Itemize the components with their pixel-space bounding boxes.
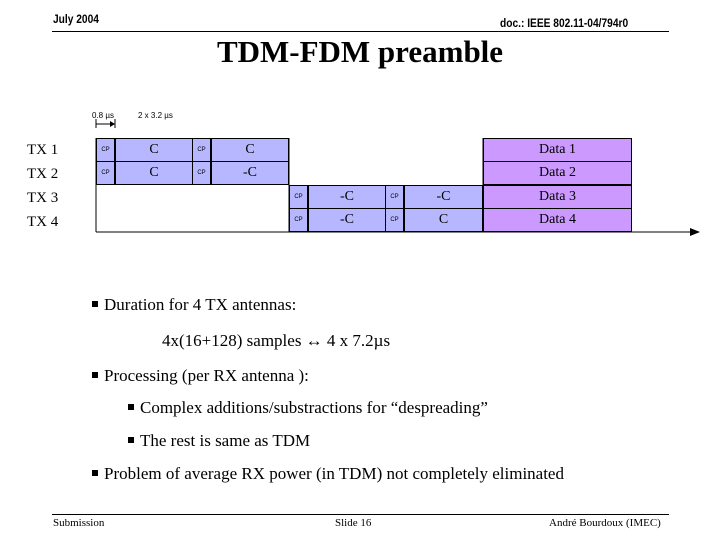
tx-label-3: TX 3 xyxy=(27,190,59,206)
bullet-rx-power-text: Problem of average RX power (in TDM) not… xyxy=(104,464,564,483)
header-doc-id: doc.: IEEE 802.11-04/794r0 xyxy=(500,16,629,30)
bullet-marker xyxy=(92,372,98,379)
bullet-marker xyxy=(128,404,134,411)
header-date: July 2004 xyxy=(53,12,99,26)
row4-sym2: C xyxy=(404,208,483,232)
row2-sym2: -C xyxy=(211,161,289,185)
bullet-rx-power: Problem of average RX power (in TDM) not… xyxy=(92,464,564,484)
row3-sym1: -C xyxy=(308,185,386,209)
row1-data: Data 1 xyxy=(483,138,632,162)
tx-label-1: TX 1 xyxy=(27,142,59,158)
symbol-duration-label: 2 x 3.2 µs xyxy=(138,111,173,120)
row2-sym1: C xyxy=(115,161,193,185)
bullet-duration: Duration for 4 TX antennas: xyxy=(92,295,296,315)
row1-sym2: C xyxy=(211,138,289,162)
header-rule xyxy=(52,31,669,32)
row2-cp1: CP xyxy=(96,161,115,185)
row1-cp1: CP xyxy=(96,138,115,162)
tx-label-4: TX 4 xyxy=(27,214,59,230)
tx-label-2: TX 2 xyxy=(27,166,59,182)
slide-title: TDM-FDM preamble xyxy=(216,34,504,69)
sub-bullet-despreading-text: Complex additions/substractions for “des… xyxy=(140,398,488,417)
sub-bullet-despreading: Complex additions/substractions for “des… xyxy=(128,398,488,418)
cp-duration-label: 0.8 µs xyxy=(92,111,114,120)
row4-data: Data 4 xyxy=(483,208,632,232)
footer-author: André Bourdoux (IMEC) xyxy=(549,517,661,529)
footer-rule xyxy=(52,514,669,515)
duration-detail: 4x(16+128) samples ↔ 4 x 7.2µs xyxy=(162,331,391,350)
footer-slide-number: Slide 16 xyxy=(335,517,372,529)
bullet-marker xyxy=(128,437,134,444)
sub-bullet-tdm-text: The rest is same as TDM xyxy=(140,431,311,450)
row1-cp2: CP xyxy=(192,138,211,162)
bullet-processing-text: Processing (per RX antenna ): xyxy=(104,366,309,385)
row3-cp2: CP xyxy=(385,185,404,209)
footer-submission: Submission xyxy=(53,517,105,529)
row2-data: Data 2 xyxy=(483,161,632,185)
bullet-processing: Processing (per RX antenna ): xyxy=(92,366,309,386)
bullet-marker xyxy=(92,470,98,477)
bullet-marker xyxy=(92,301,98,308)
row3-cp1: CP xyxy=(289,185,308,209)
row3-data: Data 3 xyxy=(483,185,632,209)
row2-cp2: CP xyxy=(192,161,211,185)
row4-cp2: CP xyxy=(385,208,404,232)
sub-bullet-tdm: The rest is same as TDM xyxy=(128,431,310,451)
row4-cp1: CP xyxy=(289,208,308,232)
row4-sym1: -C xyxy=(308,208,386,232)
row3-sym2: -C xyxy=(404,185,483,209)
bullet-duration-text: Duration for 4 TX antennas: xyxy=(104,295,297,314)
row1-sym1: C xyxy=(115,138,193,162)
